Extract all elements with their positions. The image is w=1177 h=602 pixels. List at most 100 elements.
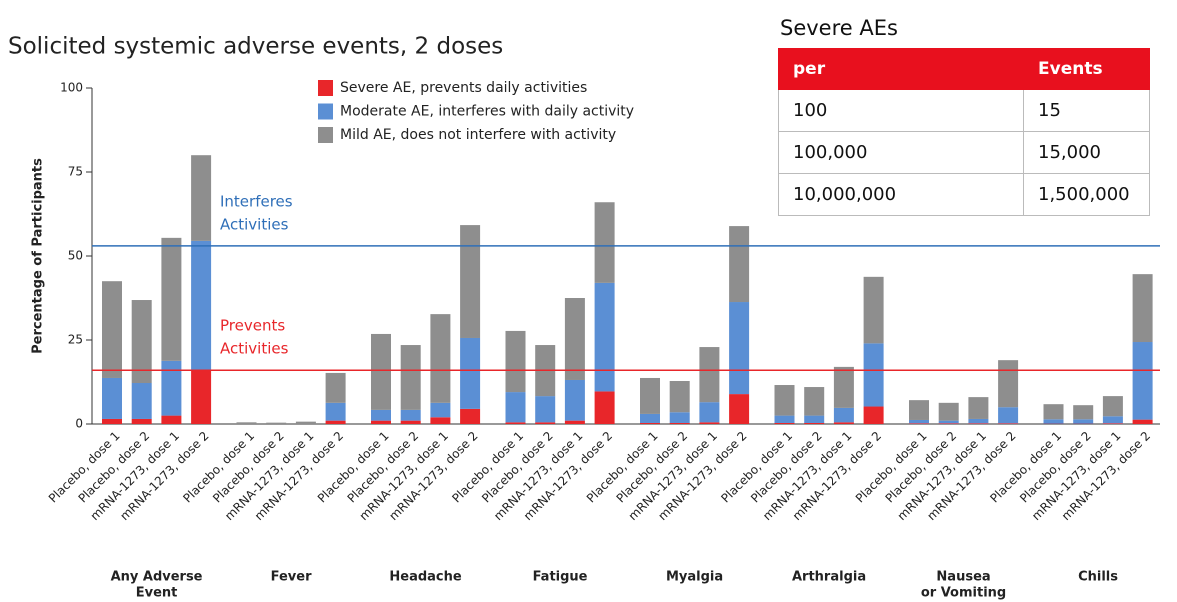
- bar-segment: [460, 408, 481, 424]
- table: per Events 100 15 100,000 15,000 10,000,…: [778, 48, 1150, 216]
- y-tick-label: 0: [75, 417, 83, 431]
- bar-segment: [505, 392, 526, 423]
- row: 10,000,000 1,500,000: [778, 173, 1150, 216]
- legend-label: Moderate AE, interferes with daily activ…: [340, 104, 634, 120]
- bar-segment: [804, 415, 825, 423]
- header-cell: per: [778, 48, 1024, 90]
- group-label: Chills: [1078, 570, 1118, 585]
- bar-segment: [729, 394, 750, 424]
- reference-label: Activities: [220, 215, 289, 233]
- bar-segment: [236, 422, 257, 424]
- group-label: Headache: [389, 570, 462, 585]
- bar-segment: [131, 300, 152, 384]
- header-cell: Events: [1023, 48, 1150, 90]
- bar-segment: [938, 423, 959, 424]
- row: 100 15: [778, 89, 1150, 132]
- y-tick-label: 50: [68, 249, 83, 263]
- bar-segment: [1073, 419, 1094, 424]
- cell: 15,000: [1023, 131, 1150, 174]
- bar-segment: [968, 423, 989, 424]
- legend-swatch: [318, 103, 333, 120]
- bar-segment: [968, 418, 989, 424]
- cell: 100,000: [778, 131, 1024, 174]
- legend-swatch: [318, 80, 333, 96]
- bar-segment: [699, 347, 720, 403]
- bar-segment: [1102, 416, 1123, 424]
- bar-segment: [909, 423, 929, 424]
- bar-segment: [131, 383, 152, 419]
- legend-label: Mild AE, does not interfere with activit…: [340, 127, 616, 143]
- bar-segment: [371, 420, 391, 424]
- bar-segment: [400, 409, 421, 421]
- bar-segment: [998, 407, 1019, 424]
- group-label: or Vomiting: [921, 586, 1006, 601]
- bar-segment: [1132, 342, 1153, 420]
- bar-segment: [938, 402, 959, 421]
- bar-segment: [863, 343, 884, 407]
- bar-segment: [564, 298, 585, 380]
- bar-segment: [968, 397, 989, 419]
- bar-segment: [1102, 396, 1123, 417]
- bar-segment: [669, 412, 690, 423]
- bar-segment: [295, 421, 316, 424]
- bar-segment: [1132, 274, 1153, 343]
- bar-segment: [161, 237, 182, 361]
- bar-segment: [430, 402, 451, 418]
- bar-segment: [325, 402, 346, 421]
- bar-segment: [400, 345, 421, 410]
- legend-swatch: [318, 127, 333, 143]
- chart-title: Solicited systemic adverse events, 2 dos…: [8, 34, 503, 60]
- bar-segment: [430, 417, 451, 424]
- bar-segment: [325, 420, 346, 424]
- bar-segment: [161, 415, 182, 424]
- bar-segment: [1043, 404, 1064, 420]
- bar-segment: [669, 380, 690, 413]
- bar-segment: [774, 415, 795, 423]
- header-row: per Events: [778, 48, 1150, 90]
- bar-segment: [430, 314, 451, 403]
- bar-segment: [564, 420, 585, 424]
- bar-segment: [833, 422, 854, 424]
- bar-segment: [400, 420, 421, 424]
- bar-segment: [729, 226, 750, 303]
- group-label: Arthralgia: [792, 570, 866, 585]
- bar-segment: [325, 372, 346, 403]
- y-axis-label: Percentage of Participants: [31, 158, 46, 354]
- bar-segment: [266, 422, 287, 424]
- bar-segment: [640, 422, 660, 424]
- severe-ae-table: Severe AEs per Events 100 15 100,000 15,…: [778, 8, 1150, 216]
- bar-segment: [102, 281, 122, 378]
- bar-segment: [699, 422, 720, 424]
- bar-segment: [1043, 419, 1064, 424]
- bar-segment: [535, 422, 556, 424]
- bar-segment: [998, 423, 1019, 424]
- bar-segment: [863, 406, 884, 424]
- bar-segment: [774, 385, 795, 416]
- group-label: Nausea: [936, 570, 990, 585]
- bar-segment: [535, 396, 556, 423]
- group-label: Event: [136, 586, 178, 601]
- bar-segment: [460, 225, 481, 338]
- cell: 100: [778, 89, 1024, 132]
- table-title: Severe AEs: [780, 16, 898, 40]
- bar-segment: [1073, 405, 1094, 420]
- bar-segment: [191, 370, 212, 424]
- y-tick-label: 100: [60, 81, 83, 95]
- bar-segment: [833, 366, 854, 408]
- bar-segment: [1102, 423, 1123, 424]
- bar-segment: [909, 400, 929, 420]
- bar-segment: [938, 420, 959, 424]
- bar-segment: [131, 418, 152, 424]
- bar-segment: [505, 422, 526, 424]
- bar-segment: [729, 302, 750, 395]
- group-label: Fatigue: [533, 570, 588, 585]
- bar-segment: [774, 422, 795, 424]
- bar-segment: [640, 377, 660, 414]
- bar-segment: [833, 407, 854, 423]
- bar-segment: [594, 282, 615, 392]
- reference-label: Prevents: [220, 317, 285, 335]
- bar-segment: [909, 419, 929, 424]
- bar-segment: [161, 360, 182, 416]
- bar-segment: [863, 276, 884, 344]
